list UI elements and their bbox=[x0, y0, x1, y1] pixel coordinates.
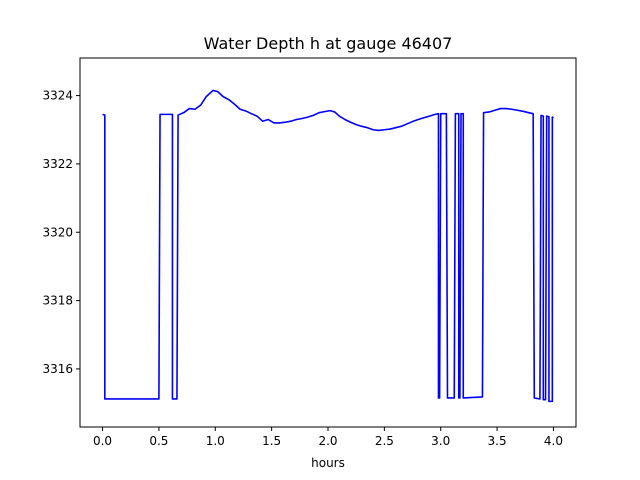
y-tick-label: 3316 bbox=[42, 362, 73, 376]
y-tick-label: 3318 bbox=[42, 294, 73, 308]
x-tick-label: 3.5 bbox=[488, 434, 507, 448]
x-tick-label: 1.5 bbox=[262, 434, 281, 448]
plot-area bbox=[102, 89, 554, 403]
x-tick-label: 2.5 bbox=[375, 434, 394, 448]
x-tick-label: 1.0 bbox=[206, 434, 225, 448]
y-tick-label: 3324 bbox=[42, 89, 73, 103]
y-axis: 3316 3318 3320 3322 3324 bbox=[42, 89, 80, 376]
x-tick-label: 0.0 bbox=[93, 434, 112, 448]
y-tick-label: 3322 bbox=[42, 157, 73, 171]
x-axis-label: hours bbox=[311, 456, 345, 470]
plot-frame bbox=[79, 57, 577, 428]
series-line-0 bbox=[102, 89, 554, 403]
x-tick-label: 4.0 bbox=[544, 434, 563, 448]
x-tick-label: 3.0 bbox=[431, 434, 450, 448]
chart-title: Water Depth h at gauge 46407 bbox=[204, 34, 453, 53]
x-axis: 0.0 0.5 1.0 1.5 2.0 2.5 3.0 3.5 4.0 bbox=[93, 427, 563, 448]
x-tick-label: 2.0 bbox=[318, 434, 337, 448]
x-tick-label: 0.5 bbox=[149, 434, 168, 448]
y-tick-label: 3320 bbox=[42, 225, 73, 239]
